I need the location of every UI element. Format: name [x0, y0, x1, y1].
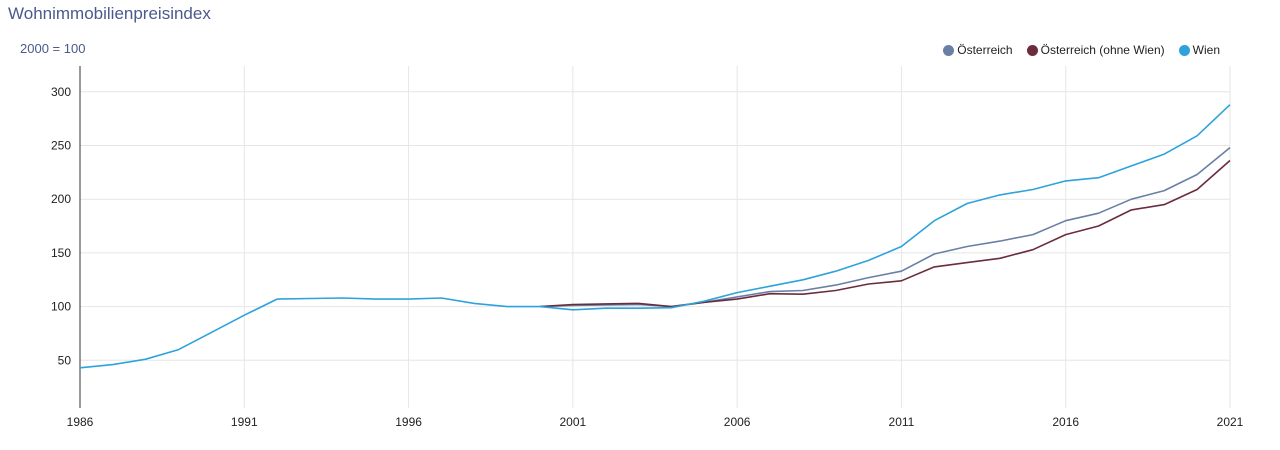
x-tick-label: 2011	[889, 415, 915, 429]
y-tick-label: 50	[58, 353, 72, 367]
legend-dot-wien	[1178, 44, 1190, 56]
legend: Österreich Österreich (ohne Wien) Wien	[943, 43, 1220, 57]
legend-label-oesterreich: Österreich	[957, 43, 1013, 57]
y-tick-label: 200	[51, 192, 71, 206]
series-line-1	[539, 159, 1231, 308]
legend-dot-oesterreich-ohne-wien	[1026, 44, 1038, 56]
x-tick-label: 2016	[1052, 415, 1079, 429]
y-tick-label: 250	[51, 139, 71, 153]
legend-label-oesterreich-ohne-wien: Österreich (ohne Wien)	[1040, 43, 1165, 57]
legend-dot-oesterreich	[943, 44, 955, 56]
unit-label: 2000 = 100	[20, 41, 86, 56]
legend-item-oesterreich[interactable]: Österreich	[943, 43, 1013, 57]
y-tick-label: 150	[51, 246, 71, 260]
x-tick-label: 2021	[1217, 415, 1244, 429]
x-tick-label: 2006	[724, 415, 751, 429]
x-tick-label: 2001	[560, 415, 587, 429]
series-line-2	[79, 104, 1231, 369]
y-tick-label: 100	[51, 300, 71, 314]
y-tick-label: 300	[51, 85, 71, 99]
chart-title: Wohnimmobilienpreisindex	[8, 4, 211, 23]
legend-label-wien: Wien	[1192, 43, 1220, 57]
x-tick-label: 1986	[67, 415, 94, 429]
x-tick-label: 1996	[395, 415, 422, 429]
legend-item-wien[interactable]: Wien	[1178, 43, 1220, 57]
x-tick-label: 1991	[231, 415, 258, 429]
legend-item-oesterreich-ohne-wien[interactable]: Österreich (ohne Wien)	[1026, 43, 1165, 57]
